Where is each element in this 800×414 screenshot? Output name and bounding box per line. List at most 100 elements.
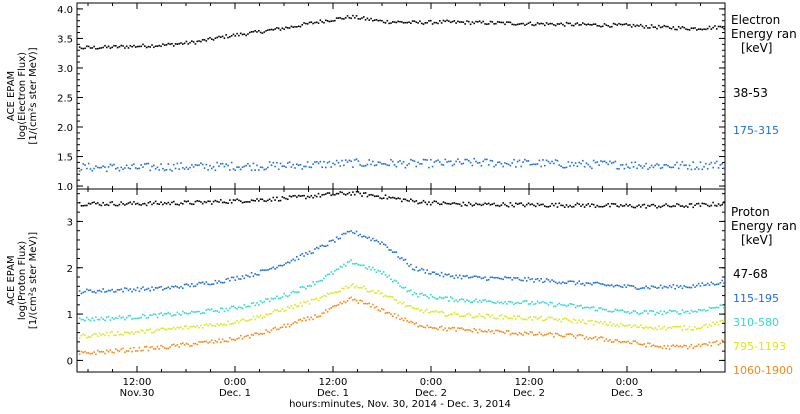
data-point	[571, 303, 573, 305]
data-point	[393, 279, 396, 282]
data-point	[297, 164, 300, 167]
data-point	[294, 25, 296, 28]
data-point	[317, 315, 320, 318]
data-point	[681, 309, 684, 311]
data-point	[629, 342, 631, 345]
data-point	[435, 200, 437, 203]
data-point	[315, 21, 318, 24]
legend-title-line: [keV]	[741, 41, 772, 55]
data-point	[413, 307, 416, 310]
data-point	[80, 204, 83, 207]
data-point	[621, 286, 624, 289]
data-point	[189, 326, 191, 328]
data-point	[319, 297, 322, 299]
data-point	[160, 344, 162, 347]
data-point	[547, 304, 550, 306]
data-point	[95, 47, 97, 50]
data-point	[654, 286, 657, 289]
data-point	[343, 263, 345, 266]
data-point	[509, 300, 512, 303]
data-point	[498, 330, 501, 333]
data-point	[685, 328, 687, 331]
data-point	[690, 286, 693, 289]
data-point	[457, 313, 459, 315]
data-point	[665, 312, 667, 314]
data-point	[449, 296, 452, 298]
data-point	[214, 199, 217, 202]
data-point	[668, 348, 671, 350]
data-point	[534, 316, 537, 319]
data-point	[207, 283, 209, 286]
data-point	[426, 324, 428, 327]
panel-frame-electron	[76, 2, 726, 190]
data-point	[692, 161, 695, 163]
data-point	[431, 310, 434, 313]
data-point	[113, 163, 115, 166]
data-point	[648, 310, 651, 312]
data-point	[480, 301, 483, 303]
data-point	[185, 200, 188, 203]
data-point	[502, 317, 504, 320]
data-point	[688, 164, 691, 167]
data-point	[540, 315, 542, 318]
data-point	[323, 245, 325, 247]
data-point	[145, 329, 148, 331]
data-point	[457, 327, 459, 329]
data-point	[670, 286, 673, 289]
data-point	[489, 159, 492, 162]
data-point	[261, 166, 264, 169]
data-point	[180, 326, 182, 328]
data-point	[627, 340, 629, 343]
data-point	[118, 45, 121, 48]
data-point	[428, 311, 430, 314]
data-point	[252, 334, 255, 336]
data-point	[384, 312, 387, 314]
data-point	[375, 164, 378, 166]
data-point	[536, 22, 539, 24]
data-point	[545, 333, 548, 336]
data-point	[294, 321, 296, 323]
data-point	[205, 340, 208, 343]
data-point	[373, 19, 376, 21]
data-point	[216, 282, 218, 284]
data-point	[645, 326, 647, 328]
data-point	[591, 306, 593, 309]
data-point	[482, 277, 485, 279]
data-point	[153, 313, 155, 315]
data-point	[576, 334, 579, 337]
data-point	[82, 163, 85, 165]
data-point	[679, 27, 682, 30]
data-point	[290, 195, 293, 198]
data-point	[545, 22, 548, 24]
data-point	[703, 165, 705, 168]
data-point	[393, 197, 396, 199]
data-point	[125, 350, 128, 352]
data-point	[209, 164, 211, 167]
data-point	[460, 205, 463, 207]
data-point	[715, 205, 718, 207]
data-point	[239, 168, 242, 171]
data-point	[560, 303, 562, 306]
data-point	[567, 161, 570, 163]
data-point	[511, 317, 514, 320]
data-point	[415, 165, 418, 168]
data-point	[205, 323, 208, 326]
data-point	[643, 165, 646, 167]
data-point	[220, 163, 222, 165]
data-point	[486, 203, 488, 205]
data-point	[245, 306, 247, 308]
data-point	[534, 205, 537, 208]
data-point	[553, 305, 555, 308]
data-point	[258, 169, 260, 171]
data-point	[591, 337, 593, 340]
data-point	[248, 31, 251, 34]
data-point	[647, 27, 649, 29]
data-point	[712, 307, 714, 309]
data-point	[359, 286, 361, 289]
data-point	[136, 167, 139, 170]
data-point	[362, 165, 365, 167]
data-point	[607, 25, 609, 27]
data-point	[375, 305, 378, 308]
data-point	[411, 306, 414, 309]
data-point	[377, 195, 380, 198]
